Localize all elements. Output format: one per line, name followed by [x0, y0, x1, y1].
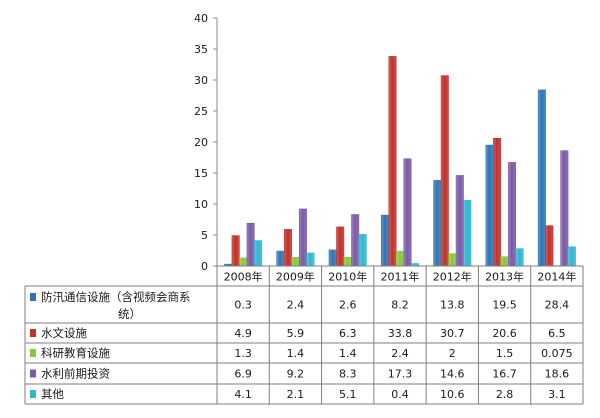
bar	[560, 150, 569, 267]
bar	[455, 175, 464, 267]
data-label: 1.5	[496, 347, 514, 360]
data-label: 30.7	[440, 327, 465, 340]
legend-label: 防汛通信设施（含视频会商系	[41, 290, 191, 304]
bar	[336, 226, 345, 267]
data-label: 14.6	[440, 368, 465, 381]
x-tick-label: 2009年	[276, 270, 315, 284]
data-label: 2.8	[496, 388, 514, 401]
bar	[291, 257, 300, 267]
bar	[545, 225, 554, 267]
bar	[508, 162, 517, 267]
bar	[276, 250, 285, 267]
legend-label: 水利前期投资	[41, 367, 110, 381]
data-label: 17.3	[388, 368, 413, 381]
bar	[537, 89, 546, 267]
legend-swatch	[30, 293, 36, 301]
bar	[485, 144, 494, 267]
y-tick-label: 30	[194, 74, 208, 87]
data-label: 6.9	[234, 368, 252, 381]
data-label: 4.1	[234, 388, 252, 401]
data-label: 19.5	[492, 299, 517, 312]
data-label: 28.4	[545, 299, 570, 312]
x-tick-label: 2012年	[433, 270, 472, 284]
data-label: 1.4	[287, 347, 305, 360]
data-label: 2.4	[391, 347, 409, 360]
data-label: 4.9	[234, 327, 252, 340]
data-label: 6.5	[548, 327, 566, 340]
bar	[328, 249, 337, 267]
bars	[224, 56, 576, 267]
bar	[298, 208, 307, 267]
y-tick-label: 25	[194, 105, 208, 118]
legend-label: 科研教育设施	[41, 346, 110, 360]
data-label: 18.6	[545, 368, 570, 381]
bar	[433, 180, 442, 267]
data-label: 3.1	[548, 388, 566, 401]
bar	[343, 257, 352, 267]
bar	[358, 234, 367, 267]
data-label: 16.7	[492, 368, 517, 381]
y-tick-label: 5	[201, 229, 208, 242]
x-tick-label: 2010年	[328, 270, 367, 284]
bar	[567, 246, 576, 267]
data-label: 8.2	[391, 299, 409, 312]
y-tick-label: 10	[194, 198, 208, 211]
y-tick-label: 0	[201, 260, 208, 273]
y-tick-label: 35	[194, 43, 208, 56]
legend-swatch	[30, 329, 36, 337]
x-tick-label: 2011年	[381, 270, 420, 284]
x-tick-label: 2014年	[537, 270, 576, 284]
bar	[283, 229, 292, 267]
legend-label: 其他	[41, 387, 64, 401]
bar	[448, 253, 457, 267]
data-label: 2.6	[339, 299, 357, 312]
data-label: 0.075	[541, 347, 573, 360]
x-tick-label: 2008年	[224, 270, 263, 284]
bar	[351, 214, 360, 267]
bar	[306, 252, 315, 267]
data-label: 0.4	[391, 388, 409, 401]
data-label: 5.9	[287, 327, 305, 340]
data-label: 2.1	[287, 388, 305, 401]
data-label: 10.6	[440, 388, 465, 401]
data-label: 1.3	[234, 347, 252, 360]
bar	[515, 248, 524, 267]
bar	[493, 137, 502, 267]
data-label: 33.8	[388, 327, 413, 340]
legend-swatch	[30, 369, 36, 378]
data-label: 13.8	[440, 299, 465, 312]
legend-swatch	[30, 349, 36, 357]
y-tick-label: 15	[194, 167, 208, 180]
bar	[403, 158, 412, 267]
bar	[463, 199, 472, 267]
legend-swatch	[30, 390, 36, 398]
legend-label: 统）	[118, 307, 141, 321]
data-label: 20.6	[492, 327, 517, 340]
data-label: 8.3	[339, 368, 357, 381]
data-label: 9.2	[287, 368, 305, 381]
bar	[254, 240, 263, 267]
bar	[440, 75, 449, 267]
data-label: 0.3	[234, 299, 252, 312]
y-tick-label: 20	[194, 136, 208, 149]
data-label: 2.4	[287, 299, 305, 312]
data-label: 1.4	[339, 347, 357, 360]
y-tick-label: 40	[194, 12, 208, 25]
bar	[231, 235, 240, 267]
data-label: 5.1	[339, 388, 357, 401]
data-table: 2008年 2009年 2010年 2011年 2012年 2013年 2014年防汛通信设…	[24, 265, 584, 405]
y-axis: 0 5 10 15 20 25 30 35 40	[194, 12, 218, 273]
bar	[395, 250, 404, 267]
data-label: 6.3	[339, 327, 357, 340]
bar	[239, 257, 248, 267]
legend-label: 水文设施	[41, 326, 87, 340]
bar	[380, 214, 389, 267]
bar	[500, 256, 509, 267]
x-tick-label: 2013年	[485, 270, 524, 284]
bar	[388, 56, 397, 267]
data-label: 2	[449, 347, 456, 360]
bar	[246, 222, 255, 267]
